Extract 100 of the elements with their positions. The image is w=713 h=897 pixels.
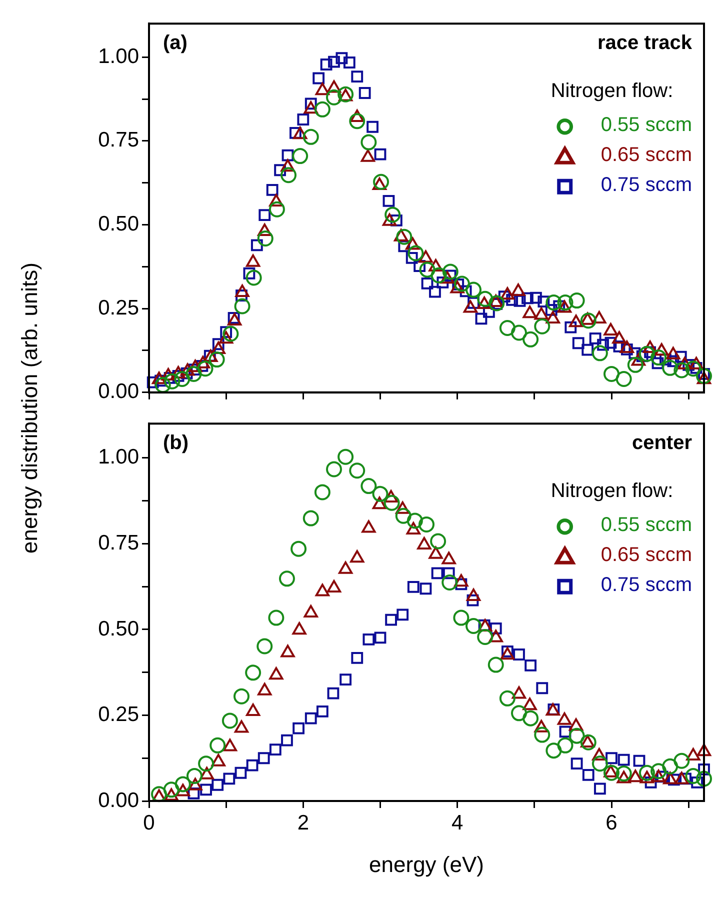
point (234, 766, 247, 779)
point (245, 664, 262, 681)
point (197, 360, 214, 377)
x-tick-label: 0 (143, 811, 155, 834)
x-tick-label: 6 (606, 811, 618, 834)
point (408, 245, 424, 262)
point (384, 490, 398, 503)
point (314, 484, 330, 500)
point (280, 644, 295, 658)
point (466, 282, 482, 298)
point (594, 782, 606, 795)
point (372, 178, 387, 190)
annotation: race track (597, 32, 693, 54)
point (650, 350, 667, 366)
point (210, 737, 226, 754)
point (338, 561, 353, 574)
point (606, 752, 618, 764)
point (616, 766, 632, 782)
x-axis-title: energy (eV) (369, 852, 484, 877)
point (580, 312, 596, 329)
point (570, 758, 583, 770)
point (340, 674, 352, 686)
legend-title: Nitrogen flow: (550, 80, 674, 102)
point (188, 360, 202, 372)
point (696, 368, 712, 384)
y-tick-label: 0.75 (98, 128, 139, 152)
point (349, 113, 366, 130)
point (488, 295, 505, 312)
y-tick-label: 1.00 (98, 44, 139, 68)
point (674, 362, 690, 378)
point (351, 652, 364, 664)
point (442, 567, 455, 580)
y-tick-label: 1.00 (98, 446, 139, 469)
point (511, 324, 527, 341)
point (293, 126, 308, 140)
point (269, 667, 284, 680)
point (696, 744, 712, 756)
point (212, 778, 224, 791)
point (314, 101, 330, 118)
point (654, 343, 669, 356)
point (395, 508, 412, 524)
point (642, 340, 658, 353)
legend-label: 0.65 sccm (600, 544, 692, 566)
point (372, 496, 387, 510)
point (304, 604, 318, 618)
point (385, 614, 397, 626)
point (511, 283, 526, 296)
point (546, 310, 560, 324)
y-axis-title: energy distribution (arb. units) (17, 262, 43, 554)
point (454, 276, 470, 292)
point (219, 331, 234, 344)
point (350, 550, 364, 563)
point (418, 516, 434, 532)
point (466, 618, 482, 634)
point (384, 206, 401, 223)
point (499, 320, 516, 336)
point (188, 788, 200, 800)
point (557, 737, 574, 754)
point (592, 756, 608, 772)
point (463, 300, 478, 313)
point (186, 366, 202, 382)
point (627, 356, 644, 373)
point (326, 80, 342, 93)
point (258, 752, 270, 764)
point (315, 82, 330, 96)
point (360, 134, 377, 150)
point (522, 306, 537, 318)
point (499, 690, 516, 706)
point (200, 784, 212, 796)
point (638, 764, 655, 781)
point (696, 372, 712, 384)
point (350, 109, 364, 122)
point (616, 370, 632, 387)
point (651, 770, 666, 782)
y-tick-label: 0.25 (98, 703, 139, 726)
point (431, 567, 444, 580)
point (302, 510, 319, 526)
point (450, 280, 464, 294)
point (442, 574, 458, 590)
point (640, 770, 654, 784)
point (338, 448, 354, 465)
point (631, 353, 646, 366)
point (604, 764, 620, 781)
point (161, 368, 176, 380)
point (440, 271, 454, 284)
point (685, 360, 702, 377)
point (420, 582, 432, 595)
point (186, 768, 202, 784)
annotation: (b) (163, 432, 189, 454)
point (326, 89, 342, 106)
point (568, 728, 585, 744)
point (373, 174, 390, 190)
point (580, 312, 595, 325)
point (362, 633, 375, 646)
point (638, 346, 655, 362)
point (372, 486, 388, 502)
point (428, 259, 443, 272)
legend-title: Nitrogen flow: (550, 480, 674, 502)
point (268, 201, 285, 218)
point (360, 478, 377, 494)
